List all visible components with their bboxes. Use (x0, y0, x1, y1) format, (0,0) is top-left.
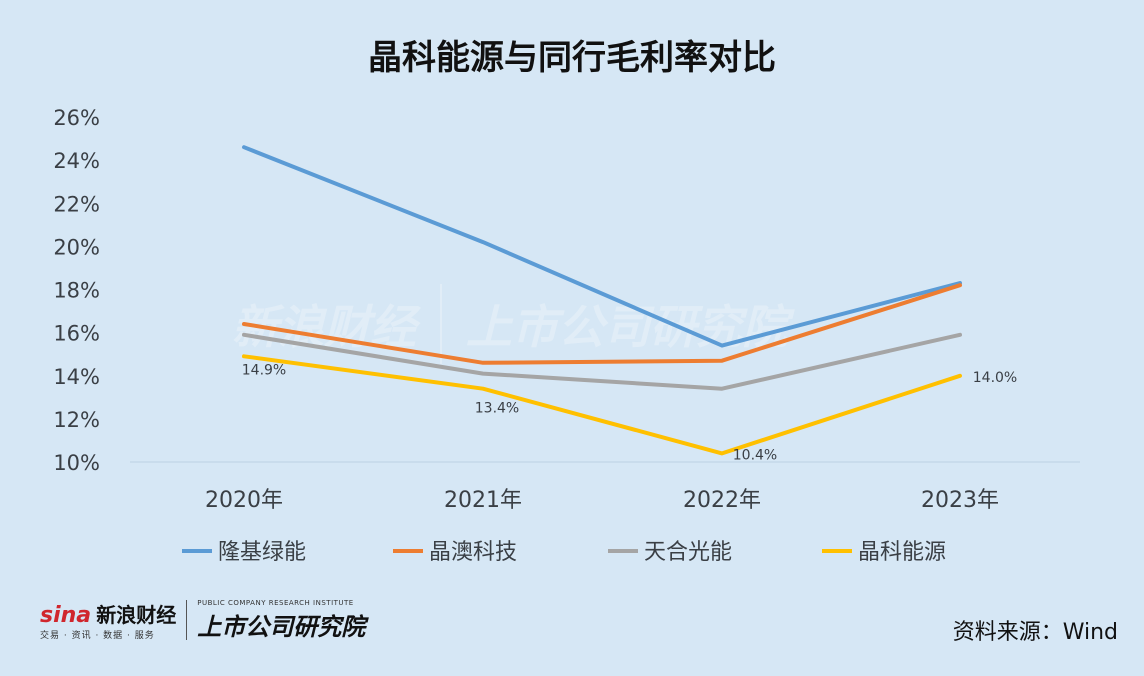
source-note: 资料来源：Wind (952, 620, 1118, 645)
series-line (242, 283, 962, 365)
institute-logo: PUBLIC COMPANY RESEARCH INSTITUTE 上市公司研究… (197, 599, 365, 642)
y-tick-label: 10% (53, 451, 100, 475)
legend-label: 晶科能源 (858, 540, 946, 565)
y-tick-label: 14% (53, 365, 100, 389)
data-label: 14.0% (973, 370, 1017, 386)
data-label: 10.4% (733, 447, 777, 463)
legend-label: 晶澳科技 (429, 540, 517, 565)
institute-name: 上市公司研究院 (197, 612, 366, 641)
y-tick-label: 26% (53, 106, 100, 130)
data-label: 14.9% (242, 362, 286, 378)
y-tick-label: 20% (53, 235, 100, 259)
y-tick-label: 22% (53, 192, 100, 216)
y-tick-label: 12% (53, 408, 100, 432)
chart-title: 晶科能源与同行毛利率对比 (368, 38, 776, 78)
legend-label: 天合光能 (644, 540, 732, 565)
x-tick-label: 2021年 (444, 488, 522, 513)
x-tick-label: 2022年 (683, 488, 761, 513)
footer-logo: sina 新浪财经 交易 · 资讯 · 数据 · 服务 PUBLIC COMPA… (40, 598, 365, 642)
series-line (242, 354, 962, 456)
institute-en-name: PUBLIC COMPANY RESEARCH INSTITUTE (197, 598, 354, 607)
y-tick-label: 24% (53, 149, 100, 173)
sina-cn-wordmark: 新浪财经 (96, 603, 177, 627)
y-tick-label: 18% (53, 279, 100, 303)
series-line (242, 145, 962, 348)
x-tick-label: 2023年 (921, 488, 999, 513)
y-tick-label: 16% (53, 322, 100, 346)
x-tick-label: 2020年 (205, 488, 283, 513)
sina-wordmark: sina (40, 603, 92, 628)
data-label: 13.4% (475, 401, 519, 417)
sina-tagline: 交易 · 资讯 · 数据 · 服务 (40, 631, 155, 641)
series-line (242, 332, 962, 391)
logo-divider (186, 600, 188, 640)
legend-label: 隆基绿能 (218, 540, 306, 565)
sina-logo: sina 新浪财经 交易 · 资讯 · 数据 · 服务 (40, 599, 176, 641)
